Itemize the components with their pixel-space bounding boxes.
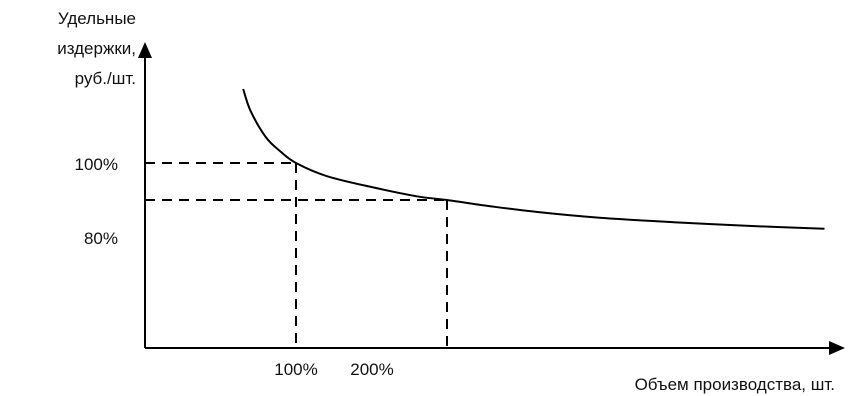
y-axis-arrow	[138, 42, 152, 58]
y-axis	[138, 42, 152, 348]
x-tick-label-200: 200%	[350, 360, 393, 379]
y-axis-label-line-1: Удельные	[58, 9, 136, 28]
y-axis-label-line-2: издержки,	[57, 39, 136, 58]
x-axis-label: Объем производства, шт.	[635, 375, 835, 394]
guide-lines	[145, 162, 448, 348]
y-axis-label-line-3: руб./шт.	[75, 69, 136, 88]
y-tick-label-100: 100%	[75, 155, 118, 174]
cost-curve	[242, 88, 825, 230]
x-axis-arrow	[829, 341, 845, 355]
x-axis	[145, 341, 845, 355]
x-tick-label-100: 100%	[274, 360, 317, 379]
y-tick-label-80: 80%	[84, 229, 118, 248]
